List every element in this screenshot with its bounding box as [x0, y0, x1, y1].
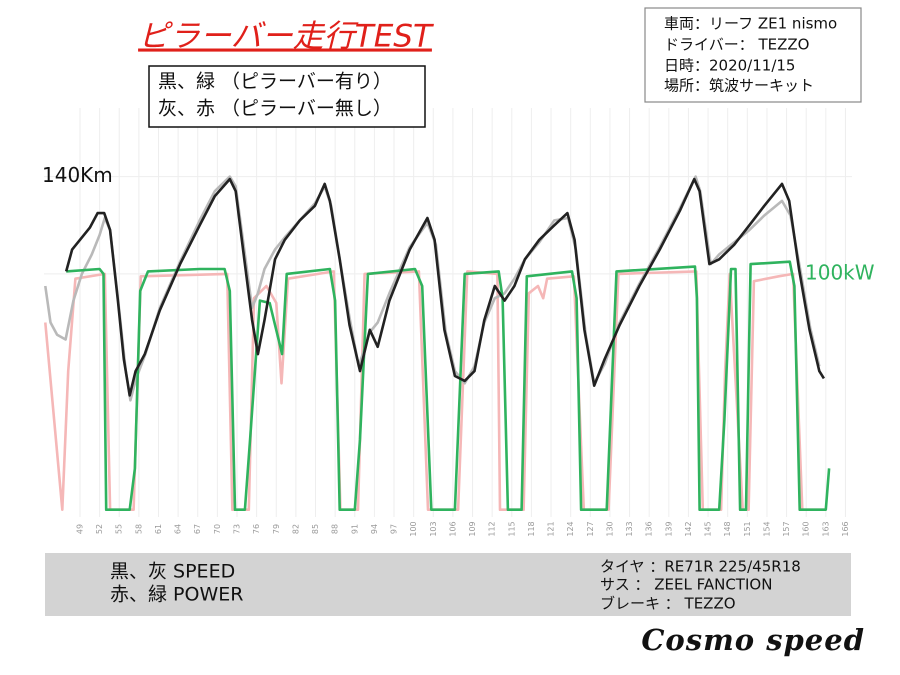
series-line [44, 270, 825, 511]
x-tick-label: 154 [762, 521, 771, 536]
x-tick-label: 76 [252, 524, 261, 534]
chart-title: ピラーバー走行TEST [138, 19, 434, 55]
plot-area [44, 100, 852, 520]
x-tick-label: 109 [468, 521, 477, 536]
x-tick-label: 67 [193, 524, 202, 534]
x-tick-label: 103 [429, 521, 438, 536]
x-tick-label: 52 [95, 524, 104, 534]
x-tick-label: 124 [566, 521, 575, 536]
footer-note: 赤、緑 POWER [110, 584, 243, 606]
x-tick-label: 157 [782, 521, 791, 536]
series-line [66, 260, 831, 511]
x-tick-label: 130 [605, 521, 614, 536]
x-tick-label: 148 [723, 521, 732, 536]
brand-logo: Cosmo speed [641, 623, 865, 657]
x-tick-label: 151 [743, 521, 752, 536]
x-tick-label: 82 [291, 524, 300, 534]
y-tick-label: 140Km [42, 163, 113, 187]
x-tick-label: 106 [448, 521, 457, 536]
x-tick-label: 55 [115, 524, 124, 534]
x-tick-label: 142 [684, 521, 693, 536]
x-tick-label: 145 [704, 521, 713, 536]
x-tick-label: 166 [841, 521, 850, 536]
footer-spec: タイヤ ：RE71R 225/45R18 [600, 558, 801, 576]
legend-note: 黒、緑 （ピラーバー有り） [158, 71, 392, 93]
x-tick-label: 88 [331, 524, 340, 534]
y2-tick-label: 100kW [805, 260, 875, 284]
x-tick-label: 118 [527, 521, 536, 536]
x-tick-label: 100 [409, 521, 418, 536]
info-box [644, 7, 862, 103]
x-tick-label: 73 [233, 524, 242, 534]
info-line: 日時：2020/11/15 [664, 57, 795, 75]
info-line: ドライバー： TEZZO [664, 36, 809, 54]
x-tick-label: 133 [625, 521, 634, 536]
x-tick-label: 85 [311, 524, 320, 534]
x-tick-label: 160 [802, 521, 811, 536]
footer-spec: ブレーキ ： TEZZO [600, 595, 736, 613]
x-tick-label: 58 [134, 524, 143, 534]
x-tick-label: 61 [154, 524, 163, 534]
x-tick-label: 91 [350, 524, 359, 534]
legend-box [148, 65, 426, 128]
x-tick-label: 94 [370, 524, 379, 534]
x-tick-label: 70 [213, 524, 222, 534]
info-line: 車両：リーフ ZE1 nismo [664, 15, 837, 33]
footer-spec: サス ： ZEEL FANCTION [600, 576, 772, 594]
info-line: 場所：筑波サーキット [664, 77, 814, 95]
legend-note: 灰、赤 （ピラーバー無し） [158, 98, 392, 120]
footer-bar [45, 553, 851, 616]
x-tick-label: 136 [645, 521, 654, 536]
x-tick-label: 112 [488, 521, 497, 536]
series-line [64, 177, 825, 397]
x-tick-label: 163 [821, 521, 830, 536]
x-tick-label: 139 [664, 521, 673, 536]
x-tick-label: 115 [507, 521, 516, 536]
x-tick-label: 79 [272, 524, 281, 534]
x-tick-label: 127 [586, 521, 595, 536]
x-tick-label: 49 [75, 524, 84, 534]
footer-note: 黒、灰 SPEED [110, 561, 235, 583]
x-tick-label: 97 [390, 524, 399, 534]
x-tick-label: 64 [174, 524, 183, 534]
x-tick-label: 121 [547, 521, 556, 536]
